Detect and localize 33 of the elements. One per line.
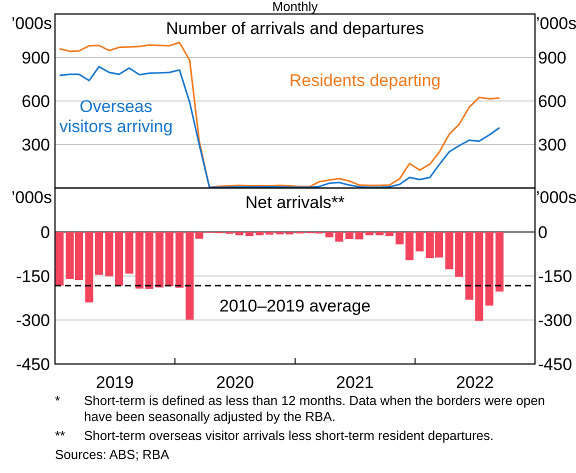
series-label: Residents departing [289, 71, 441, 90]
x-tick-label: 2020 [216, 373, 254, 392]
y-tick-label: 900 [22, 48, 50, 68]
x-tick-label: 2022 [456, 373, 494, 392]
chart-title: Number of arrivals and departures [166, 19, 424, 38]
x-tick-label: 2021 [336, 373, 374, 392]
x-tick-label: 2019 [96, 373, 134, 392]
y2-axis-title: ’000s [536, 188, 576, 207]
y-tick-label: 600 [22, 92, 50, 111]
chart-title: Net arrivals** [245, 193, 345, 212]
y2-tick-label: -150 [538, 266, 572, 286]
y-tick-label: 0 [40, 222, 50, 242]
ref-line-label: 2010–2019 average [219, 296, 371, 316]
y2-tick-label: 300 [538, 135, 566, 154]
line-series [58, 42, 500, 188]
source-note: Sources: ABS; RBA [55, 447, 170, 462]
y2-axis-title: ’000s [536, 14, 576, 33]
y-axis-title: ’000s [11, 14, 52, 33]
y-tick-label: 300 [22, 135, 50, 154]
y-axis-title: ’000s [11, 188, 52, 207]
text: * Short-term is defined as less than 12 months. Data when the borders were open have been seasonally adjusted by the RBA. [55, 393, 546, 424]
chart-subtitle: Monthly [272, 0, 318, 14]
series-label: Overseas visitors arriving [59, 97, 173, 136]
y2-tick-label: 600 [538, 92, 566, 111]
text: ** Short-term overseas visitor arrivals less short-term resident departures. [55, 428, 494, 443]
y2-tick-label: 900 [538, 48, 566, 68]
y-tick-label: -450 [16, 354, 50, 374]
y2-tick-label: 0 [538, 222, 548, 242]
y-tick-label: -150 [16, 266, 50, 286]
y2-tick-label: -450 [538, 354, 572, 374]
line-series [58, 66, 500, 188]
y2-tick-label: -300 [538, 310, 572, 330]
y-tick-label: -300 [16, 310, 50, 330]
